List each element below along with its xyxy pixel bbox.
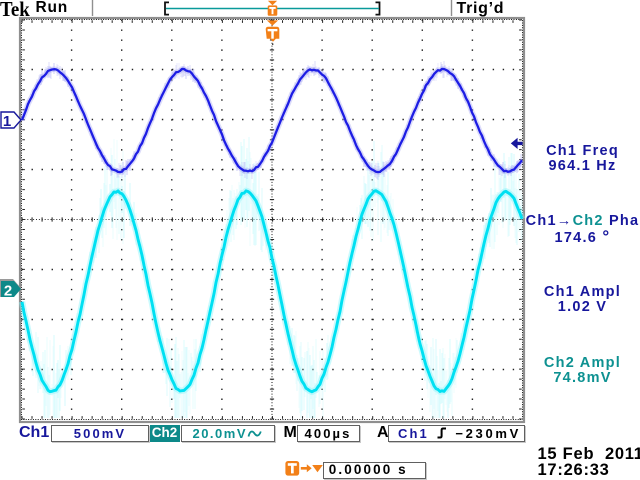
svg-text:2: 2	[4, 283, 12, 300]
svg-text:1: 1	[3, 113, 11, 130]
